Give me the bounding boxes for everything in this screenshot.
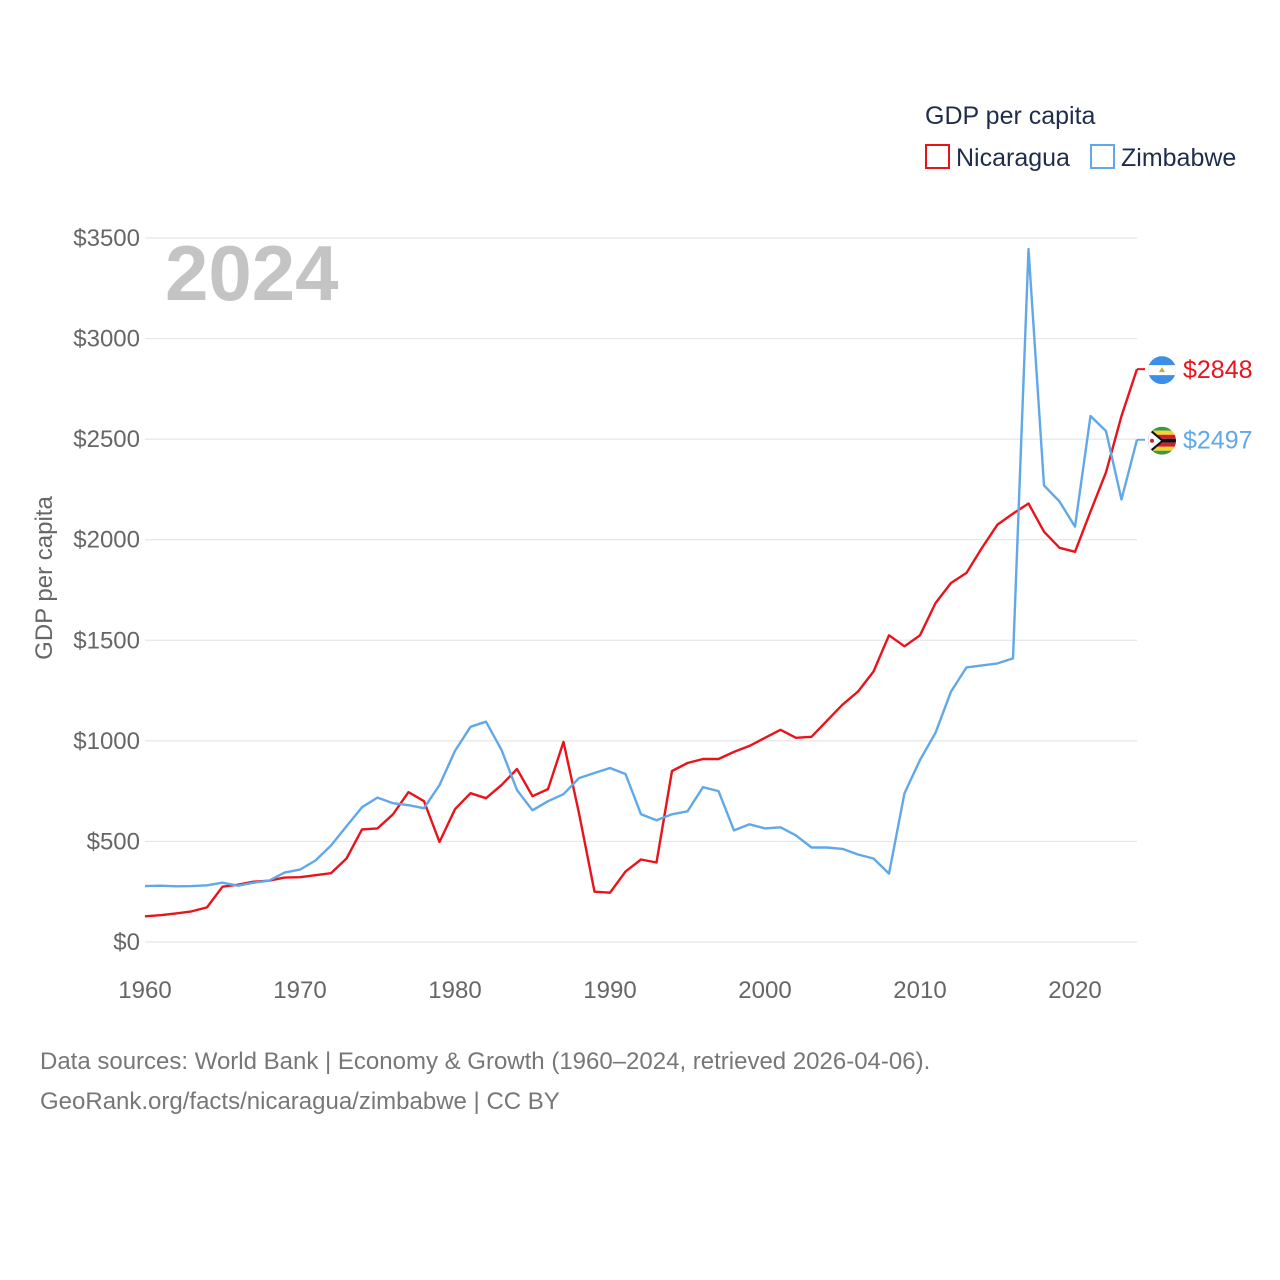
end-value-label-nicaragua: $2848: [1183, 356, 1253, 384]
legend: GDP per capita Nicaragua Zimbabwe: [925, 102, 1236, 172]
series-lines: [144, 247, 1145, 918]
x-tick-label: 1980: [428, 977, 481, 1004]
data-sources-text: Data sources: World Bank | Economy & Gro…: [40, 1048, 931, 1075]
end-labels: $2848 $2497: [1183, 356, 1253, 455]
legend-title: GDP per capita: [925, 102, 1096, 130]
zimbabwe-flag-icon: [1148, 426, 1176, 455]
y-tick-label: $3500: [73, 225, 140, 252]
y-tick-label: $0: [113, 929, 140, 956]
y-tick-label: $1500: [73, 627, 140, 654]
x-tick-label: 1970: [273, 977, 326, 1004]
x-tick-label: 1990: [583, 977, 636, 1004]
series-line-zimbabwe[interactable]: [144, 247, 1139, 888]
legend-swatch-zimbabwe[interactable]: [1090, 144, 1115, 169]
y-axis-ticks: $0 $500 $1000 $1500 $2000 $2500 $3000 $3500: [73, 225, 140, 956]
legend-label-nicaragua[interactable]: Nicaragua: [956, 144, 1070, 172]
current-year-label: 2024: [165, 229, 339, 317]
gridlines: [145, 237, 1137, 943]
footer: Data sources: World Bank | Economy & Gro…: [40, 1042, 930, 1122]
y-tick-label: $3000: [73, 326, 140, 353]
y-tick-label: $500: [87, 828, 140, 855]
x-tick-label: 2020: [1048, 977, 1101, 1004]
chart: $0 $500 $1000 $1500 $2000 $2500 $3000 $3500 196…: [31, 102, 1253, 1004]
y-axis-label: GDP per capita: [31, 496, 58, 660]
x-tick-label: 2010: [893, 977, 946, 1004]
legend-swatch-nicaragua[interactable]: [925, 144, 950, 169]
nicaragua-flag-icon: [1148, 356, 1176, 385]
y-tick-label: $2500: [73, 426, 140, 453]
source-link[interactable]: GeoRank.org/facts/nicaragua/zimbabwe | C…: [40, 1088, 560, 1115]
y-tick-label: $2000: [73, 527, 140, 554]
y-tick-label: $1000: [73, 728, 140, 755]
end-value-label-zimbabwe: $2497: [1183, 427, 1253, 455]
legend-label-zimbabwe[interactable]: Zimbabwe: [1121, 144, 1236, 172]
x-tick-label: 2000: [738, 977, 791, 1004]
x-tick-label: 1960: [118, 977, 171, 1004]
x-axis-ticks: 1960 1970 1980 1990 2000 2010 2020: [118, 977, 1101, 1004]
series-line-nicaragua[interactable]: [144, 368, 1139, 918]
